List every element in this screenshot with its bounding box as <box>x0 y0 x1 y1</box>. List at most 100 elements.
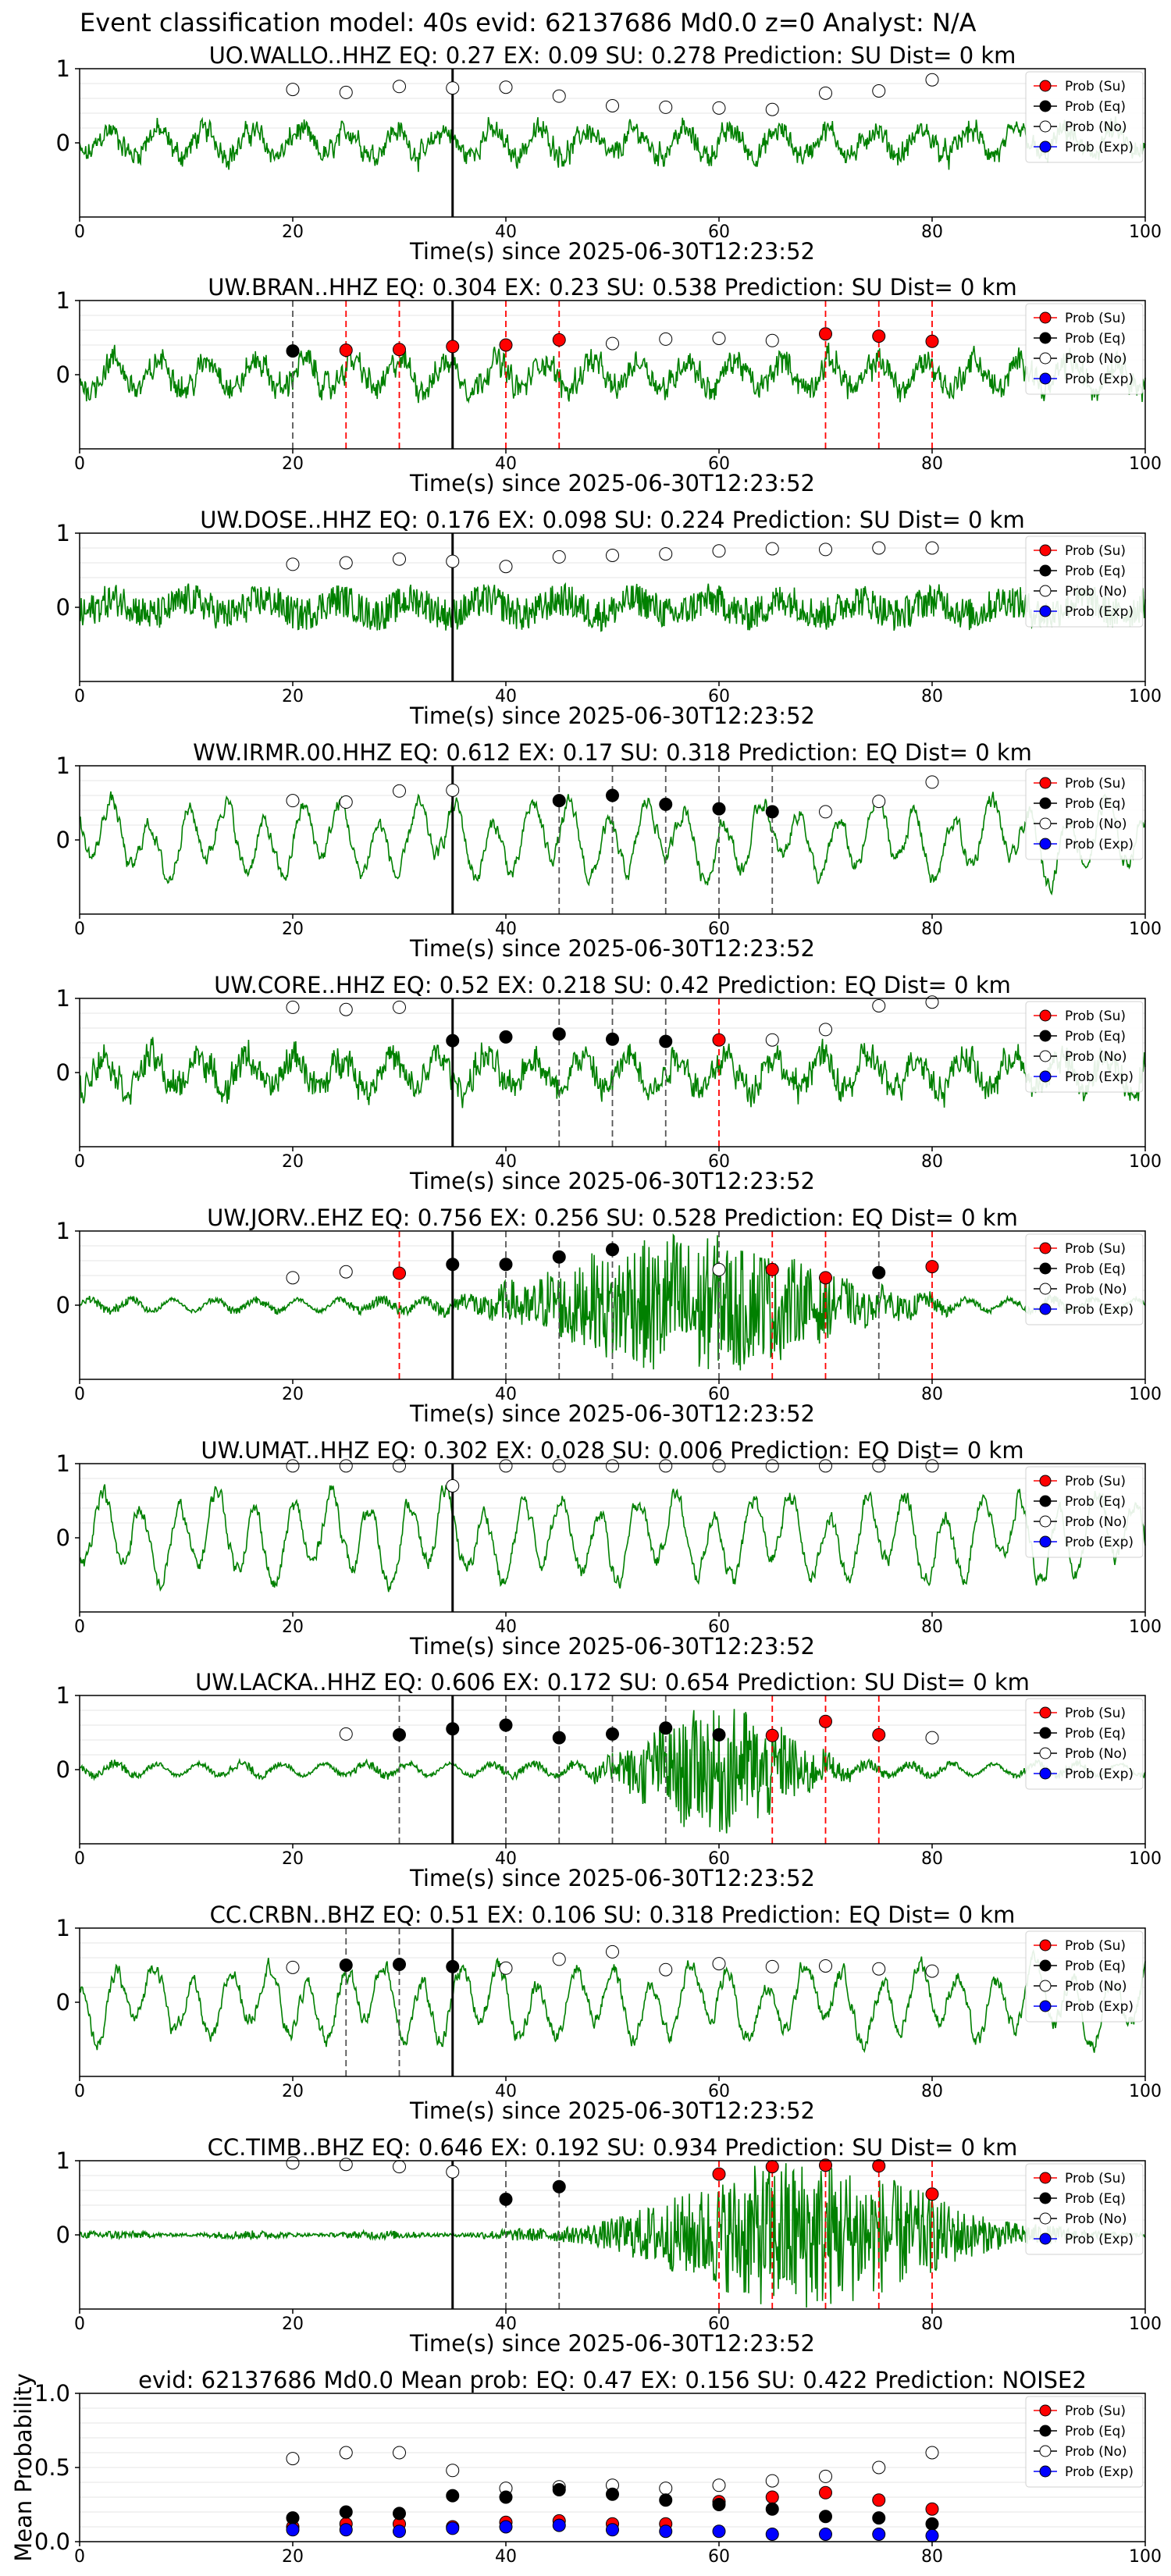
prob-marker-su <box>339 343 353 358</box>
x-axis-label: Time(s) since 2025-06-30T12:23:52 <box>409 2330 815 2357</box>
prob-marker-no <box>393 552 406 566</box>
panel-11: evid: 62137686 Md0.0 Mean prob: EQ: 0.47… <box>10 2367 1162 2567</box>
mean-prob-marker-su <box>872 2493 886 2507</box>
legend-label: Prob (Eq) <box>1065 564 1126 579</box>
legend-marker <box>1039 2425 1052 2437</box>
legend-label: Prob (Su) <box>1065 1706 1126 1721</box>
prob-marker-su <box>819 327 832 341</box>
prob-marker-eq <box>712 1727 726 1742</box>
y-tick-label: 0 <box>56 361 70 388</box>
panel-6: UW.JORV..EHZ EQ: 0.756 EX: 0.256 SU: 0.5… <box>56 1204 1162 1427</box>
x-tick-label: 80 <box>921 1152 943 1172</box>
x-tick-label: 0 <box>74 454 85 474</box>
seismic-trace <box>79 1484 1146 1592</box>
mean-prob-marker-no <box>286 2452 300 2466</box>
mean-prob-marker-no <box>446 2464 460 2478</box>
y-tick-label: 0.5 <box>34 2454 70 2481</box>
prob-marker-su <box>819 1714 832 1728</box>
prob-marker-su <box>819 2158 832 2172</box>
panel-title: UO.WALLO..HHZ EQ: 0.27 EX: 0.09 SU: 0.27… <box>209 42 1016 69</box>
legend-box <box>1025 1698 1144 1790</box>
prob-marker-su <box>765 2160 779 2174</box>
x-axis-label: Time(s) since 2025-06-30T12:23:52 <box>409 1633 815 1660</box>
prob-marker-no <box>925 1731 939 1745</box>
mean-prob-marker-exp <box>552 2518 566 2532</box>
x-tick-label: 20 <box>282 1152 304 1172</box>
prob-marker-no <box>925 1964 939 1978</box>
legend-marker <box>1039 332 1052 344</box>
prob-marker-no <box>286 1960 300 1974</box>
x-tick-label: 80 <box>921 222 943 242</box>
legend-marker <box>1039 1242 1052 1254</box>
summary-title: evid: 62137686 Md0.0 Mean prob: EQ: 0.47… <box>138 2367 1087 2393</box>
prob-marker-no <box>712 1459 726 1473</box>
prob-marker-eq <box>446 1722 460 1736</box>
mean-prob-marker-exp <box>659 2524 673 2539</box>
legend-box <box>1025 1466 1144 1558</box>
mean-prob-marker-no <box>393 2446 406 2460</box>
prob-marker-no <box>925 73 939 87</box>
prob-marker-su <box>872 329 886 343</box>
prob-marker-eq <box>872 1265 886 1279</box>
prob-marker-no <box>499 560 513 574</box>
prob-marker-eq <box>339 1959 353 1972</box>
y-tick-label: 1 <box>56 1682 70 1709</box>
x-tick-label: 0 <box>74 1617 85 1637</box>
prob-marker-su <box>393 1266 406 1280</box>
mean-prob-marker-su <box>819 2485 832 2500</box>
prob-marker-no <box>819 1023 832 1037</box>
prob-marker-no <box>393 2160 406 2174</box>
prob-marker-no <box>925 995 939 1009</box>
prob-marker-no <box>339 556 353 570</box>
legend-label: Prob (Exp) <box>1065 2464 1134 2480</box>
prob-marker-no <box>872 999 886 1012</box>
legend-label: Prob (Su) <box>1065 776 1126 792</box>
prob-marker-su <box>925 334 939 348</box>
prob-marker-no <box>393 1459 406 1473</box>
prob-marker-su <box>499 338 513 352</box>
prob-marker-su <box>712 2167 726 2181</box>
prob-marker-su <box>925 1260 939 1274</box>
mean-prob-marker-exp <box>765 2528 779 2541</box>
prob-marker-no <box>765 1033 779 1047</box>
prob-marker-no <box>286 1000 300 1014</box>
x-tick-label: 0 <box>74 1385 85 1404</box>
x-tick-label: 80 <box>921 2082 943 2101</box>
prob-marker-no <box>659 547 673 561</box>
figure-title: Event classification model: 40s evid: 62… <box>80 8 977 37</box>
y-tick-label: 1 <box>56 985 70 1012</box>
prob-marker-no <box>819 805 832 819</box>
x-axis-label: Time(s) since 2025-06-30T12:23:52 <box>409 703 815 729</box>
legend-marker <box>1039 80 1052 92</box>
panel-9: CC.CRBN..BHZ EQ: 0.51 EX: 0.106 SU: 0.31… <box>56 1902 1162 2124</box>
legend-label: Prob (Eq) <box>1065 99 1126 115</box>
x-axis-label: Time(s) since 2025-06-30T12:23:52 <box>409 1865 815 1891</box>
x-tick-label: 100 <box>1129 2314 1162 2334</box>
x-tick-label: 0 <box>74 1152 85 1172</box>
x-tick-label: 40 <box>495 1617 517 1637</box>
prob-marker-no <box>712 544 726 558</box>
x-tick-label: 0 <box>74 920 85 939</box>
x-tick-label: 0 <box>74 2314 85 2334</box>
x-axis-label: Time(s) since 2025-06-30T12:23:52 <box>409 1168 815 1194</box>
y-tick-label: 1 <box>56 520 70 546</box>
y-tick-label: 1 <box>56 1915 70 1941</box>
prob-marker-no <box>819 543 832 557</box>
legend-box <box>1025 1930 1144 2023</box>
legend-marker <box>1039 1030 1052 1042</box>
mean-prob-marker-no <box>872 2460 886 2475</box>
prob-marker-su <box>552 333 566 347</box>
x-axis-label: Time(s) since 2025-06-30T12:23:52 <box>409 470 815 496</box>
prob-marker-no <box>393 784 406 798</box>
prob-marker-no <box>552 89 566 103</box>
legend-marker <box>1039 1303 1052 1315</box>
x-tick-label: 60 <box>708 222 730 242</box>
prob-marker-eq <box>446 1258 460 1272</box>
legend-marker <box>1039 120 1052 133</box>
prob-marker-eq <box>499 1718 513 1732</box>
legend-label: Prob (No) <box>1065 584 1127 600</box>
legend-label: Prob (No) <box>1065 2444 1127 2460</box>
legend-marker <box>1039 777 1052 789</box>
prob-marker-no <box>499 1961 513 1975</box>
mean-prob-marker-exp <box>925 2528 939 2542</box>
